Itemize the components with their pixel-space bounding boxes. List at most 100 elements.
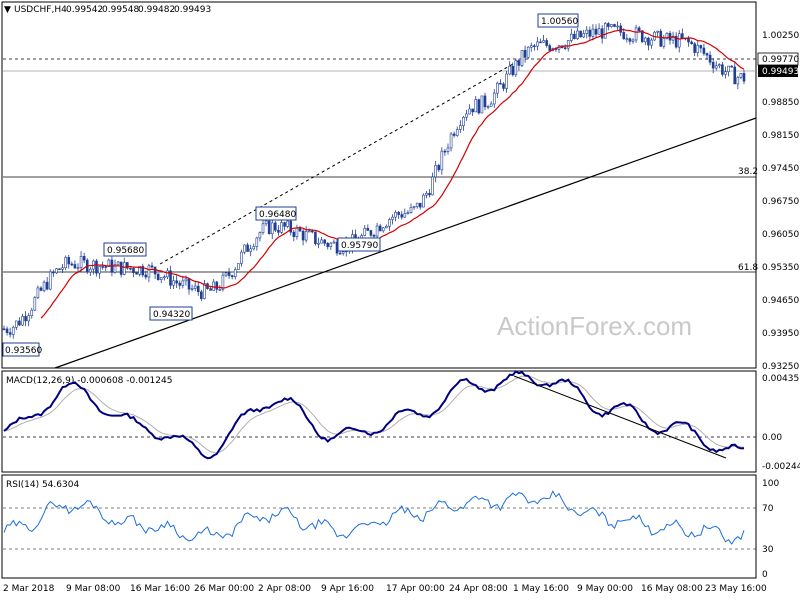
price-tick-1-00250: 1.00250 [762, 31, 799, 41]
candle-body [169, 270, 172, 286]
candle-body [295, 227, 299, 237]
candle-body [718, 64, 721, 67]
candle-body [400, 214, 404, 218]
time-tick-7: 24 Apr 08:00 [449, 584, 508, 594]
candle-body [2, 328, 6, 331]
candle-body [45, 281, 49, 290]
candle-body [150, 265, 154, 268]
candle-body [332, 241, 336, 244]
level-price-text: 0.99770 [762, 55, 799, 65]
candle-body [730, 65, 733, 68]
time-tick-11: 23 May 16:00 [705, 584, 767, 594]
candle-body [394, 211, 397, 218]
candle-body [329, 242, 333, 247]
candle-body [631, 39, 635, 42]
candle-body [116, 261, 120, 265]
last-price-box [758, 65, 798, 77]
candle-body [496, 82, 499, 94]
candle-body [292, 231, 296, 237]
candle-body [61, 267, 64, 270]
candle-body [76, 267, 80, 269]
candle-body [323, 239, 326, 244]
candle-body [101, 266, 104, 268]
candle-body [98, 266, 101, 274]
candle-body [634, 27, 638, 41]
candle-body [431, 176, 434, 196]
candle-body [233, 269, 237, 277]
fib-level-38-label: 38.2 [738, 167, 758, 177]
candle-body [391, 216, 394, 220]
candle-body [209, 288, 212, 291]
candle-body [243, 244, 246, 253]
candle-body [397, 211, 400, 215]
macd-main-line [3, 370, 745, 460]
candle-body [138, 266, 141, 275]
candle-body [129, 267, 132, 270]
candle-body [656, 30, 659, 33]
candle-body [39, 287, 43, 291]
candle-body [227, 272, 231, 276]
candle-body [739, 73, 743, 78]
candle-body [412, 206, 416, 208]
price-label-0-9432-text: 0.94320 [153, 310, 190, 320]
candle-body [196, 285, 200, 293]
price-tick-0-96750: 0.96750 [762, 197, 799, 207]
candle-body [261, 223, 265, 233]
candle-body [437, 165, 441, 171]
candle-body [135, 272, 138, 275]
candle-body [341, 251, 345, 254]
candle-body [455, 129, 459, 136]
candle-body [677, 33, 681, 48]
candle-body [721, 64, 724, 75]
candle-body [230, 275, 234, 277]
candle-body [320, 239, 323, 244]
candle-body [249, 248, 252, 252]
candle-body [428, 193, 431, 196]
candle-body [529, 45, 533, 48]
candle-body [270, 222, 274, 235]
candle-body [492, 92, 496, 105]
price-tick-0-98850: 0.98850 [762, 98, 799, 108]
candle-body [122, 262, 126, 275]
candle-body [462, 116, 465, 126]
candle-body [119, 261, 123, 275]
candle-body [372, 235, 376, 237]
price-tick-0-93950: 0.93950 [762, 329, 799, 339]
candle-body [166, 270, 169, 278]
candle-body [508, 65, 511, 75]
candle-body [301, 230, 305, 241]
candle-body [67, 257, 71, 265]
collapse-arrow-icon[interactable]: ▼ [4, 5, 11, 15]
price-label-high-text: 1.00560 [541, 17, 578, 27]
candle-body [489, 103, 493, 107]
candle-body [58, 268, 61, 271]
rsi-line [3, 490, 745, 545]
candle-body [280, 222, 283, 233]
price-tick-0-94650: 0.94650 [762, 296, 799, 306]
price-label-0-9432-box [149, 306, 193, 321]
rsi-tick-30: 30 [762, 545, 774, 555]
candle-body [674, 35, 678, 48]
candle-body [224, 272, 228, 276]
price-label-0-9356-box [2, 342, 40, 357]
price-label-0-9579-box [337, 237, 381, 252]
candle-body [274, 222, 277, 231]
candle-body [215, 281, 219, 290]
channel-dotted-line [159, 59, 521, 265]
candle-body [18, 320, 21, 326]
candle-body [184, 278, 188, 282]
symbol-label: USDCHF,H4 [14, 5, 67, 15]
candle-body [264, 220, 268, 225]
candle-body [187, 278, 191, 290]
candle-body [681, 33, 684, 39]
candle-body [570, 33, 573, 41]
candle-body [517, 60, 521, 66]
candle-body [727, 65, 730, 73]
time-axis: 2 Mar 2018 9 Mar 08:00 16 Mar 16:00 26 M… [3, 584, 767, 594]
price-label-0-9568-text: 0.95680 [107, 246, 144, 256]
candle-body [539, 41, 542, 44]
time-tick-9: 9 May 00:00 [577, 584, 633, 594]
macd-panel-frame [1, 370, 757, 473]
candle-body [724, 71, 727, 75]
candle-body [474, 99, 478, 113]
